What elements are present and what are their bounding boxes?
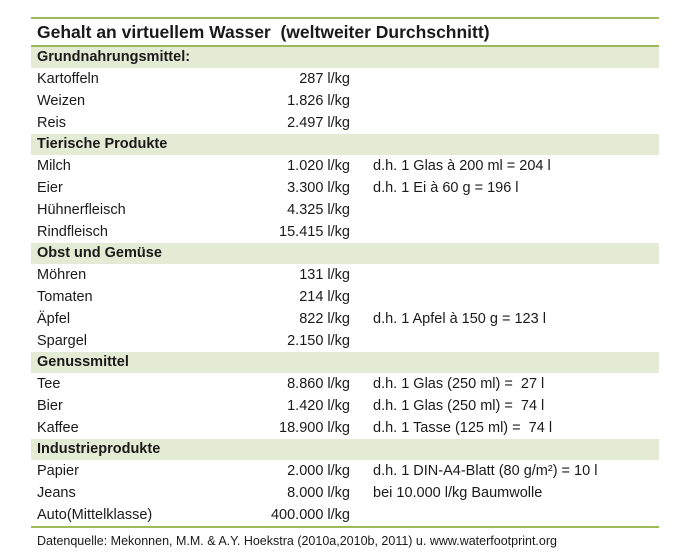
table-row: Hühnerfleisch 4.325 l/kg [31, 199, 659, 221]
item-note [350, 112, 659, 134]
table-row: Eier 3.300 l/kg d.h. 1 Ei à 60 g = 196 l [31, 177, 659, 199]
table-title: Gehalt an virtuellem Wasser (weltweiter … [31, 17, 659, 47]
item-value: 18.900 l/kg [279, 420, 350, 436]
table-row: Äpfel 822 l/kg d.h. 1 Apfel à 150 g = 12… [31, 308, 659, 330]
item-value: 287 l/kg [299, 71, 350, 87]
table-row: Papier 2.000 l/kg d.h. 1 DIN-A4-Blatt (8… [31, 460, 659, 482]
item-name: Möhren [37, 267, 87, 283]
item-name: Tee [37, 376, 61, 392]
item-note [350, 199, 659, 221]
item-note [350, 90, 659, 112]
item-note [350, 330, 659, 352]
item-note [350, 264, 659, 286]
item-note: d.h. 1 Apfel à 150 g = 123 l [373, 311, 546, 327]
item-name: Jeans [37, 485, 76, 501]
item-note: d.h. 1 Glas à 200 ml = 204 l [373, 158, 551, 174]
item-name: Reis [37, 115, 67, 131]
item-value: 2.497 l/kg [287, 115, 350, 131]
item-value: 822 l/kg [299, 311, 350, 327]
item-name: Eier [37, 180, 63, 196]
item-value: 1.826 l/kg [287, 93, 350, 109]
item-note: d.h. 1 Glas (250 ml) = 74 l [373, 398, 545, 414]
item-value: 4.325 l/kg [287, 202, 350, 218]
item-name: Papier [37, 463, 79, 479]
section-header-obst-und-gemuese: Obst und Gemüse [31, 243, 659, 264]
table-row: Reis 2.497 l/kg [31, 112, 659, 134]
item-note: d.h. 1 Tasse (125 ml) = 74 l [373, 420, 553, 436]
item-note: d.h. 1 Glas (250 ml) = 27 l [373, 376, 545, 392]
item-name: Tomaten [37, 289, 93, 305]
item-value: 1.020 l/kg [287, 158, 350, 174]
item-name: Spargel [37, 333, 87, 349]
table-row: Kartoffeln 287 l/kg [31, 68, 659, 90]
item-value: 8.860 l/kg [287, 376, 350, 392]
item-note: bei 10.000 l/kg Baumwolle [373, 485, 543, 501]
item-name: Bier [37, 398, 63, 414]
item-note [350, 68, 659, 90]
table-row: Jeans 8.000 l/kg bei 10.000 l/kg Baumwol… [31, 482, 659, 504]
item-name: Kaffee [37, 420, 79, 436]
item-value: 3.300 l/kg [287, 180, 350, 196]
item-name: Milch [37, 158, 71, 174]
table-row: Tee 8.860 l/kg d.h. 1 Glas (250 ml) = 27… [31, 373, 659, 395]
item-value: 214 l/kg [299, 289, 350, 305]
item-name: Weizen [37, 93, 86, 109]
item-value: 400.000 l/kg [270, 507, 350, 523]
section-header-genussmittel: Genussmittel [31, 352, 659, 373]
item-name: Auto(Mittelklasse) [37, 507, 153, 523]
table-row: Tomaten 214 l/kg [31, 286, 659, 308]
table-row: Rindfleisch 15.415 l/kg [31, 221, 659, 243]
item-note: d.h. 1 Ei à 60 g = 196 l [373, 180, 519, 196]
section-header-industrieprodukte: Industrieprodukte [31, 439, 659, 460]
table-row: Milch 1.020 l/kg d.h. 1 Glas à 200 ml = … [31, 155, 659, 177]
item-note [350, 504, 659, 526]
table-row: Weizen 1.826 l/kg [31, 90, 659, 112]
item-name: Äpfel [37, 311, 71, 327]
table-row: Auto(Mittelklasse) 400.000 l/kg [31, 504, 659, 526]
section-header-tierische-produkte: Tierische Produkte [31, 134, 659, 155]
table-row: Möhren 131 l/kg [31, 264, 659, 286]
item-value: 2.000 l/kg [287, 463, 350, 479]
item-name: Kartoffeln [37, 71, 99, 87]
item-value: 15.415 l/kg [279, 224, 350, 240]
item-name: Hühnerfleisch [37, 202, 126, 218]
item-value: 2.150 l/kg [287, 333, 350, 349]
item-value: 131 l/kg [299, 267, 350, 283]
table-row: Kaffee 18.900 l/kg d.h. 1 Tasse (125 ml)… [31, 417, 659, 439]
source-citation: Datenquelle: Mekonnen, M.M. & A.Y. Hoeks… [37, 534, 557, 548]
item-note [350, 221, 659, 243]
section-header-grundnahrungsmittel: Grundnahrungsmittel: [31, 47, 659, 68]
table-row: Bier 1.420 l/kg d.h. 1 Glas (250 ml) = 7… [31, 395, 659, 417]
item-note: d.h. 1 DIN-A4-Blatt (80 g/m²) = 10 l [373, 463, 598, 479]
item-value: 8.000 l/kg [287, 485, 350, 501]
item-value: 1.420 l/kg [287, 398, 350, 414]
item-note [350, 286, 659, 308]
table-row: Spargel 2.150 l/kg [31, 330, 659, 352]
item-name: Rindfleisch [37, 224, 108, 240]
virtual-water-table: Gehalt an virtuellem Wasser (weltweiter … [31, 17, 659, 528]
